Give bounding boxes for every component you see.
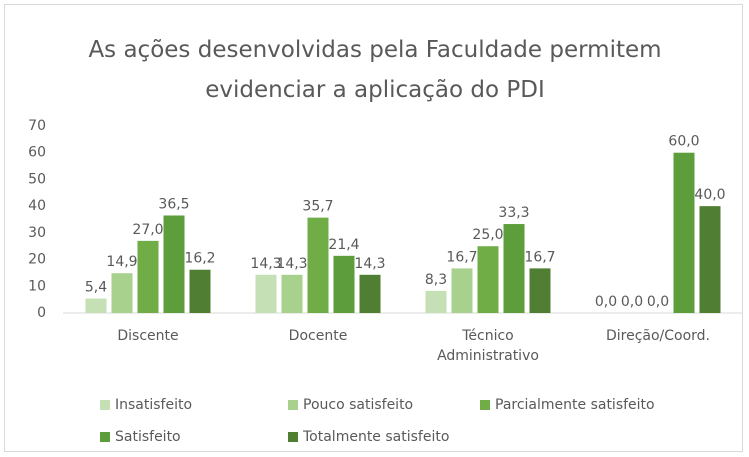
data-label: 14,3 xyxy=(276,256,307,272)
bar xyxy=(359,274,381,313)
bar xyxy=(307,217,329,313)
y-tick-label: 30 xyxy=(28,225,46,241)
bar xyxy=(529,268,551,313)
data-label: 8,3 xyxy=(425,272,447,288)
x-tick-label: Técnico Administrativo xyxy=(437,328,539,364)
y-tick-label: 0 xyxy=(37,305,46,321)
bar xyxy=(477,246,499,313)
data-label: 16,7 xyxy=(446,249,477,265)
y-tick-label: 50 xyxy=(28,171,46,187)
data-label: 25,0 xyxy=(472,227,503,243)
legend-swatch xyxy=(480,400,490,410)
data-label: 14,3 xyxy=(354,256,385,272)
data-label: 40,0 xyxy=(694,187,725,203)
data-label: 36,5 xyxy=(158,196,189,212)
data-label: 27,0 xyxy=(132,222,163,238)
data-label: 0,0 xyxy=(621,294,643,310)
data-label: 16,7 xyxy=(524,249,555,265)
bar xyxy=(163,215,185,313)
bar xyxy=(85,298,107,313)
x-tick-label: Direção/Coord. xyxy=(605,328,711,344)
legend-swatch xyxy=(288,400,298,410)
data-label: 14,3 xyxy=(250,256,281,272)
legend-label: Satisfeito xyxy=(115,429,181,445)
bar xyxy=(503,224,525,313)
legend-swatch xyxy=(100,400,110,410)
bar xyxy=(111,273,133,313)
bar xyxy=(451,268,473,313)
y-tick-label: 60 xyxy=(28,145,46,161)
data-label: 16,2 xyxy=(184,251,215,267)
bar xyxy=(425,290,447,313)
y-tick-label: 20 xyxy=(28,252,46,268)
data-label: 5,4 xyxy=(85,280,107,296)
data-label: 21,4 xyxy=(328,237,359,253)
legend-swatch xyxy=(288,432,298,442)
x-tick-label: Discente xyxy=(117,328,179,344)
data-label: 14,9 xyxy=(106,254,137,270)
bar xyxy=(189,269,211,313)
legend-label: Parcialmente satisfeito xyxy=(495,397,655,413)
chart-title: As ações desenvolvidas pela Faculdade pe… xyxy=(88,37,662,103)
data-label: 60,0 xyxy=(668,134,699,150)
y-tick-label: 70 xyxy=(28,118,46,134)
legend-label: Totalmente satisfeito xyxy=(302,429,449,445)
x-tick-label: Docente xyxy=(288,328,348,344)
data-label: 0,0 xyxy=(647,294,669,310)
legend-label: Insatisfeito xyxy=(115,397,192,413)
bar xyxy=(333,255,355,313)
bar xyxy=(137,240,159,313)
bar xyxy=(699,206,721,313)
data-label: 35,7 xyxy=(302,199,333,215)
data-label: 33,3 xyxy=(498,205,529,221)
chart-border xyxy=(4,4,743,452)
y-tick-label: 10 xyxy=(28,278,46,294)
bar xyxy=(255,274,277,313)
legend-label: Pouco satisfeito xyxy=(303,397,413,413)
legend-swatch xyxy=(100,432,110,442)
y-tick-label: 40 xyxy=(28,198,46,214)
bar xyxy=(673,152,695,313)
bar xyxy=(281,274,303,313)
data-label: 0,0 xyxy=(595,294,617,310)
